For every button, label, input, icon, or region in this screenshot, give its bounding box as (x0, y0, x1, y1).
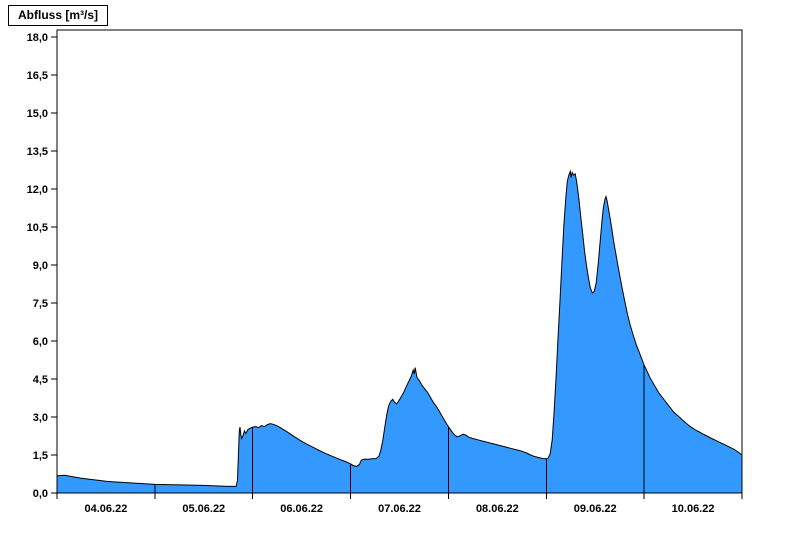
y-axis-tick-label: 3,0 (33, 412, 48, 424)
y-axis-tick-label: 16,5 (27, 70, 48, 82)
plot-frame (56, 29, 743, 494)
discharge-line (56, 169, 743, 487)
y-axis-tick-label: 0,0 (33, 488, 48, 500)
x-axis-tick-label: 09.06.22 (574, 503, 617, 515)
x-axis-tick-label: 07.06.22 (378, 503, 421, 515)
x-axis-tick-label: 04.06.22 (85, 503, 128, 515)
x-axis-tick-label: 05.06.22 (182, 503, 225, 515)
y-axis-tick-label: 12,0 (27, 184, 48, 196)
y-axis-tick-label: 7,5 (33, 298, 48, 310)
y-axis-tick-label: 1,5 (33, 450, 48, 462)
y-axis-tick-label: 15,0 (27, 108, 48, 120)
y-axis-tick-label: 6,0 (33, 336, 48, 348)
y-axis-tick-label: 9,0 (33, 260, 48, 272)
y-axis-tick-label: 4,5 (33, 374, 48, 386)
x-axis-tick-label: 10.06.22 (672, 503, 715, 515)
chart-title: Abfluss [m³/s] (8, 5, 109, 26)
x-axis-tick-label: 06.06.22 (280, 503, 323, 515)
x-axis-tick-label: 08.06.22 (476, 503, 519, 515)
y-axis-tick-label: 10,5 (27, 222, 48, 234)
discharge-area (57, 171, 742, 494)
y-axis-tick-label: 13,5 (27, 146, 48, 158)
y-axis-tick-label: 18,0 (27, 32, 48, 44)
